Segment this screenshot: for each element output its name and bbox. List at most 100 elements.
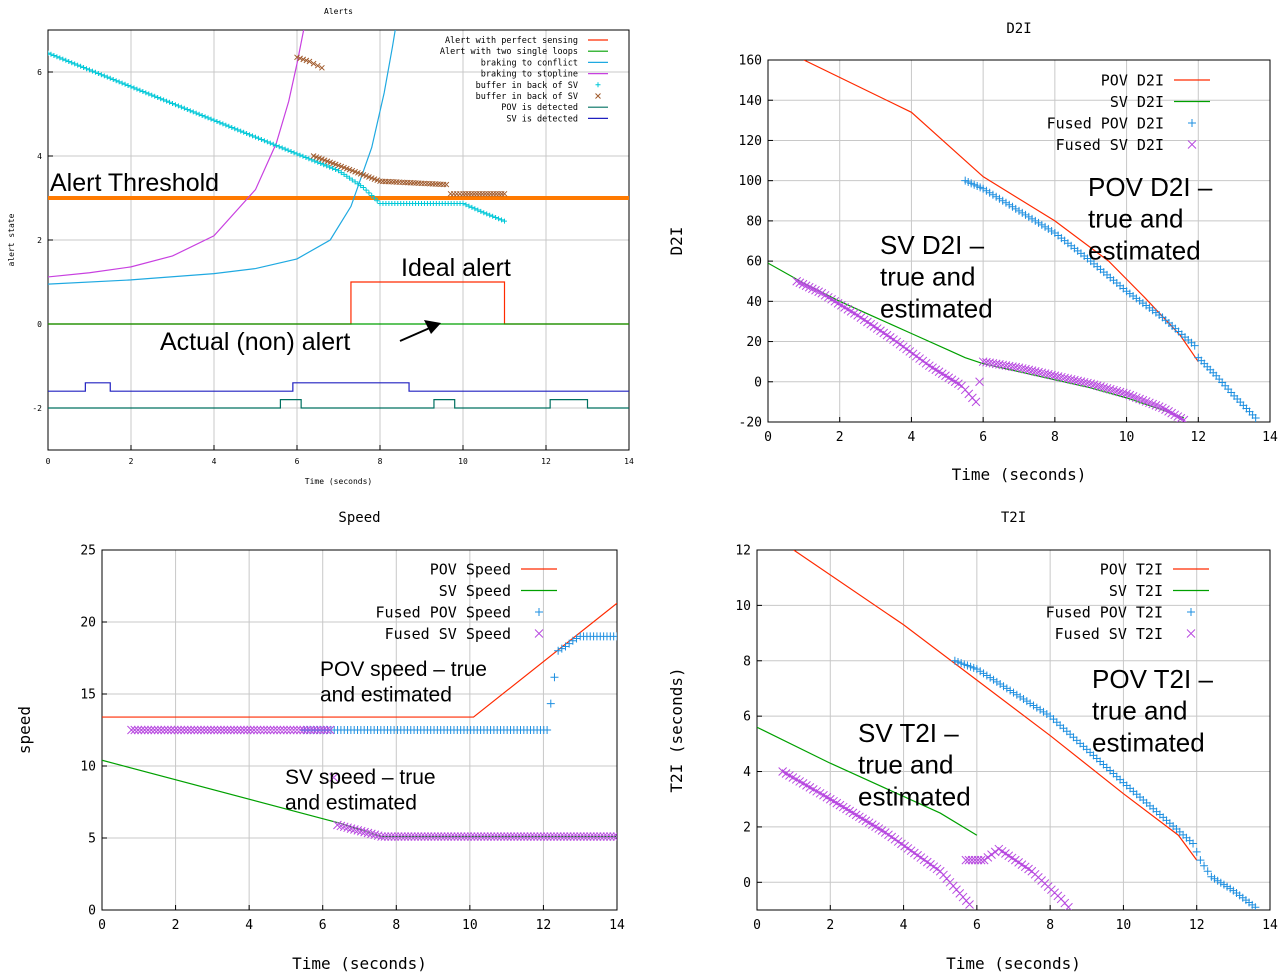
x-tick-label: 12 <box>536 918 552 933</box>
y-tick-label: 4 <box>37 152 42 161</box>
y-tick-label: 0 <box>754 375 762 390</box>
series-braking-to-conflict <box>48 30 396 285</box>
legend-label: POV T2I <box>1100 560 1163 578</box>
legend-item: Fused POV Speed <box>376 603 543 621</box>
legend-item: buffer in back of SV <box>476 81 601 91</box>
plot-frame <box>767 59 1271 423</box>
legend-item: POV is detected <box>501 103 608 113</box>
x-tick-label: 2 <box>172 918 180 933</box>
annotations: POV speed – true and estimated SV speed – … <box>285 658 487 815</box>
arrow-head <box>424 320 441 334</box>
arrow-shaft <box>399 326 433 342</box>
y-tick-label: 20 <box>80 616 96 631</box>
series-fused-sv-d2i <box>792 276 1189 422</box>
series-sv-is-detected <box>48 382 629 392</box>
plot-frame <box>101 549 618 911</box>
legend-swatch <box>1187 140 1197 149</box>
legend-label: SV is detected <box>506 114 578 124</box>
x-tick-label: 8 <box>378 457 383 466</box>
x-tick-label: 12 <box>541 457 551 466</box>
x-axis-label: Time (seconds) <box>305 477 372 486</box>
x-tick-label: 4 <box>245 918 253 933</box>
y-tick-label: 10 <box>80 760 96 775</box>
series-line <box>793 550 1198 861</box>
x-tick-label: 8 <box>392 918 400 933</box>
series-fused-pov-t2i <box>950 656 1260 910</box>
x-tick-label: 14 <box>1262 430 1278 445</box>
legend-label: POV is detected <box>501 103 578 113</box>
x-tick-label: 10 <box>1116 918 1132 933</box>
series-buffer-in-back-of-sv <box>294 54 508 197</box>
legend-item: Fused SV D2I <box>1056 136 1197 154</box>
series-markers <box>294 54 508 197</box>
y-tick-label: 80 <box>746 214 762 229</box>
plot-area <box>768 60 1260 422</box>
series-markers <box>950 656 1260 910</box>
annotation-text: POV T2I – true and estimated <box>1092 664 1213 757</box>
y-axis-label: alert state <box>7 213 16 266</box>
series-line <box>48 382 629 392</box>
legend-label: Fused SV D2I <box>1056 136 1164 154</box>
x-tick-label: 0 <box>753 918 761 933</box>
y-tick-label: 4 <box>743 765 751 780</box>
x-tick-label: 14 <box>1262 918 1278 933</box>
legend-item: braking to stopline <box>481 70 608 80</box>
x-axis-label: Time (seconds) <box>292 954 427 973</box>
legend-label: Fused POV Speed <box>376 603 511 621</box>
x-tick-label: 8 <box>1046 918 1054 933</box>
legend-item: SV D2I <box>1110 93 1210 111</box>
y-tick-label: 2 <box>743 820 751 835</box>
chart-d2i: 0 2 4 6 8 10 12 14-20020406080100120140160D2ITi… <box>667 21 1278 484</box>
series-pov-is-detected <box>48 399 629 409</box>
legend-item: POV T2I <box>1100 560 1209 578</box>
x-tick-label: 4 <box>212 457 217 466</box>
series-buffer-in-back-of-sv <box>48 50 507 224</box>
legend-item: Fused POV D2I <box>1047 114 1196 132</box>
x-tick-label: 8 <box>1051 430 1059 445</box>
legend-item: braking to conflict <box>481 58 608 68</box>
chart-alerts: 0 2 4 6 8 10 12 14 -2 0 2 4 6 Alerts Time (seconds) ale… <box>7 7 634 486</box>
legend-label: POV D2I <box>1101 71 1164 89</box>
x-tick-label: 6 <box>973 918 981 933</box>
y-tick-label: -20 <box>739 416 762 431</box>
legend-item: SV is detected <box>506 114 608 124</box>
chart-title: Speed <box>338 510 380 526</box>
legend: POV Speed SV Speed Fused POV Speed Fused SV… <box>376 560 557 643</box>
x-tick-label: 14 <box>624 457 634 466</box>
legend-item: Alert with perfect sensing <box>445 36 608 46</box>
y-axis-label: D2I <box>667 227 686 256</box>
threshold-label: Alert Threshold <box>50 169 219 197</box>
series-fused-pov-d2i <box>961 176 1260 422</box>
legend-swatch <box>534 629 544 638</box>
plot-frame <box>756 549 1271 911</box>
x-tick-label: 4 <box>908 430 916 445</box>
y-tick-label: 25 <box>80 544 96 559</box>
y-axis-label: speed <box>15 706 34 754</box>
y-tick-label: 160 <box>739 54 762 69</box>
legend-item: Fused POV T2I <box>1046 603 1195 621</box>
series-markers <box>778 767 1073 910</box>
annotation-text: POV D2I – true and estimated <box>1088 172 1213 265</box>
y-tick-label: -2 <box>32 404 42 413</box>
x-tick-label: 14 <box>609 918 625 933</box>
y-tick-label: 0 <box>88 904 96 919</box>
legend-label: braking to stopline <box>481 70 578 80</box>
chart-speed: 0 2 4 6 8 10 12 14 0 5 10 15 20 25 Speed Time (seconds)… <box>15 510 625 973</box>
chart-title: Alerts <box>324 7 353 16</box>
series-line <box>48 281 629 325</box>
plot-area <box>757 550 1260 910</box>
annotations: Ideal alert Actual (non) alert <box>160 254 511 356</box>
y-tick-label: 140 <box>739 94 762 109</box>
y-tick-label: 0 <box>37 320 42 329</box>
x-tick-label: 12 <box>1189 918 1205 933</box>
y-tick-label: 40 <box>746 295 762 310</box>
x-tick-label: 0 <box>46 457 51 466</box>
legend-item: Fused SV T2I <box>1055 625 1196 643</box>
x-tick-label: 6 <box>979 430 987 445</box>
legend-label: Alert with two single loops <box>440 47 578 57</box>
legend-item: buffer in back of SV <box>476 92 601 102</box>
series-line <box>48 30 396 285</box>
y-tick-label: 15 <box>80 688 96 703</box>
